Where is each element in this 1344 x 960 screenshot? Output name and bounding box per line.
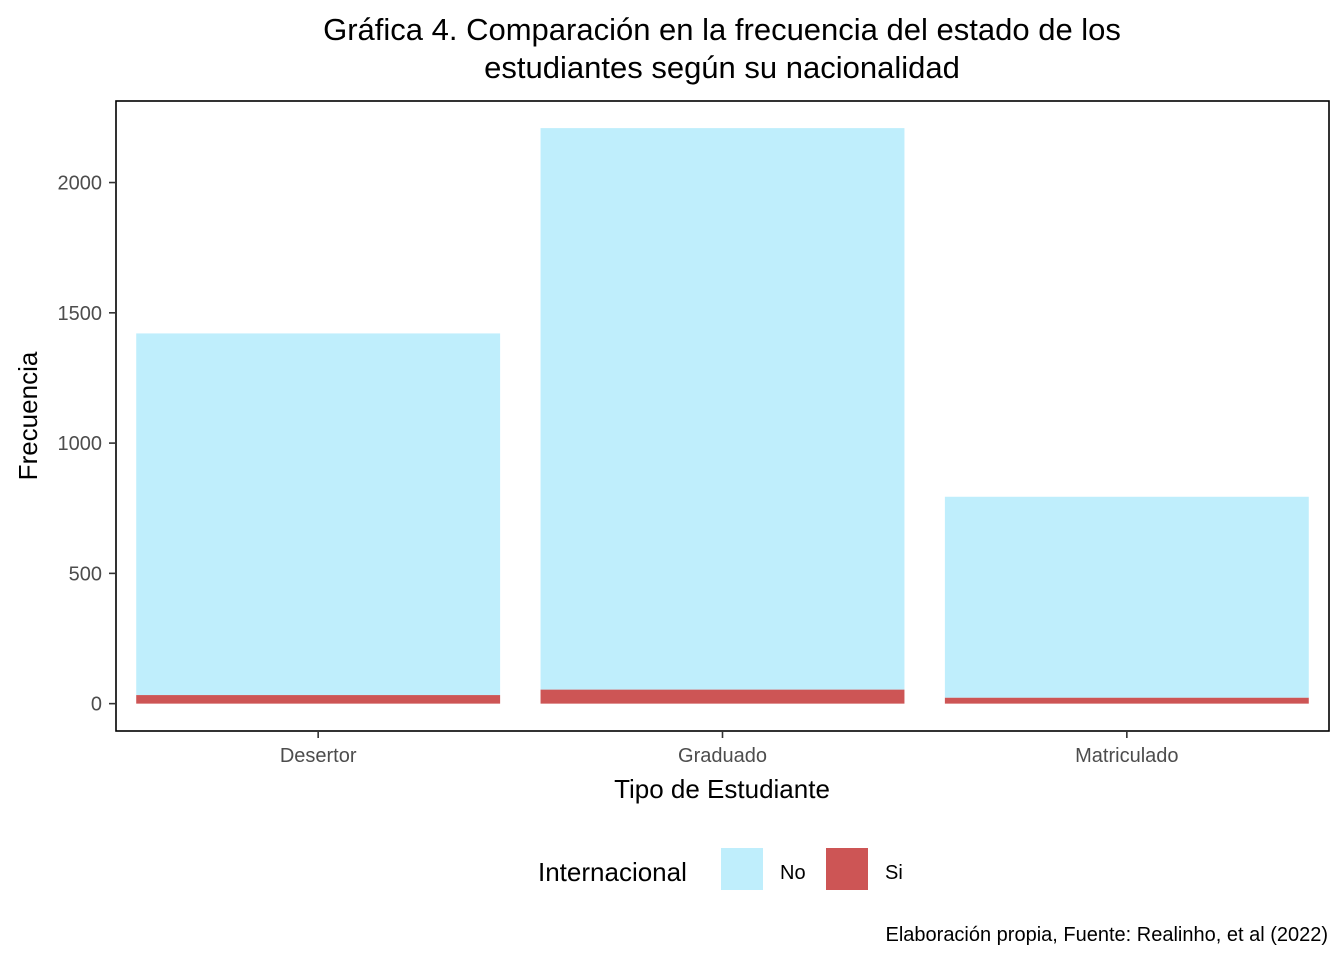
chart-caption: Elaboración propia, Fuente: Realinho, et… (886, 924, 1329, 946)
y-axis-title: Frecuencia (13, 351, 43, 480)
x-tick-label: Matriculado (1075, 745, 1178, 767)
bar-desertor-si (136, 695, 501, 704)
y-tick-label: 0 (91, 694, 102, 716)
legend-label-no: No (780, 862, 806, 884)
bar-matriculado-si (944, 697, 1309, 704)
legend-title: Internacional (538, 857, 687, 887)
x-tick-label: Desertor (280, 745, 357, 767)
legend-key-si (826, 848, 868, 890)
x-axis-title: Tipo de Estudiante (614, 774, 830, 804)
bar-matriculado-no (944, 496, 1309, 698)
y-tick-label: 500 (69, 563, 102, 585)
chart-title-line-1: Gráfica 4. Comparación en la frecuencia … (323, 12, 1121, 47)
bar-desertor-no (136, 333, 501, 696)
bar-graduado-si (540, 689, 905, 704)
legend-key-no (721, 848, 763, 890)
y-tick-label: 1500 (58, 303, 103, 325)
y-axis: 0 500 1000 1500 2000 (58, 173, 116, 716)
x-axis: Desertor Graduado Matriculado (280, 731, 1179, 767)
y-tick-label: 1000 (58, 433, 103, 455)
x-tick-label: Graduado (678, 745, 767, 767)
chart-title-line-2: estudiantes según su nacionalidad (484, 50, 960, 85)
bar-graduado-no (540, 128, 905, 690)
y-tick-label: 2000 (58, 173, 103, 195)
plot-area (136, 128, 1309, 704)
legend: Internacional No Si (538, 848, 903, 890)
legend-label-si: Si (885, 862, 903, 884)
